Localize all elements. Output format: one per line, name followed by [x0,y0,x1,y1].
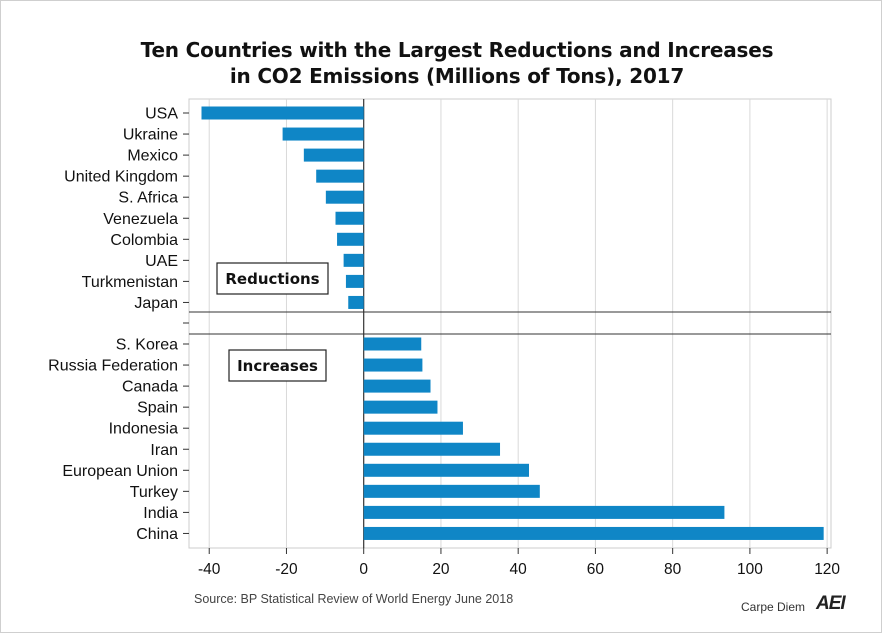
category-label: Ukraine [123,127,178,144]
brand-text: Carpe Diem [741,600,806,614]
x-tick-label: -40 [198,561,221,578]
category-label: Indonesia [109,421,178,438]
category-label: Russia Federation [48,358,178,375]
bar [363,337,422,351]
x-tick-label: 120 [814,561,840,578]
group-label: Increases [237,357,318,375]
bar [363,484,540,498]
bar [363,379,431,393]
x-tick-label: 20 [432,561,450,578]
category-label: Mexico [127,148,178,165]
bar [316,169,364,183]
category-label: European Union [62,463,178,480]
x-tick-label: 40 [510,561,528,578]
category-label: Canada [122,379,178,396]
category-label: Turkmenistan [82,274,178,291]
bar [303,148,364,162]
category-label: Colombia [110,232,178,249]
category-label: Spain [137,400,178,417]
group-label-box [228,349,327,382]
bar [363,526,824,540]
bar [348,295,364,309]
category-label: China [136,526,178,543]
bar [363,463,529,477]
bar [345,274,364,288]
category-label: Japan [134,295,178,312]
x-tick-label: 100 [737,561,763,578]
x-tick-label: 60 [587,561,605,578]
chart-title-line2: in CO2 Emissions (Millions of Tons), 201… [229,64,685,88]
category-label: Venezuela [103,211,178,228]
bar [363,400,438,414]
category-label: India [143,505,178,522]
group-label: Reductions [225,270,319,288]
category-label: S. Korea [116,337,178,354]
bar [363,358,423,372]
source-note: Source: BP Statistical Review of World E… [194,592,514,606]
category-label: Iran [150,442,178,459]
group-label-box [216,262,329,295]
x-tick-label: 0 [359,561,368,578]
bar [337,232,364,246]
x-tick-label: -20 [275,561,298,578]
bar [363,505,725,519]
aei-logo: AEI [816,593,846,614]
category-label: S. Africa [118,190,178,207]
category-label: United Kingdom [64,169,178,186]
bar [343,253,364,267]
category-label: UAE [145,253,178,270]
bar [363,442,501,456]
category-label: USA [145,106,178,123]
category-label: Turkey [130,484,178,501]
bar [325,190,364,204]
bar [335,211,364,225]
chart-title-line1: Ten Countries with the Largest Reduction… [140,38,774,62]
x-tick-label: 80 [664,561,682,578]
plot-area [188,98,832,549]
bar [201,106,364,120]
bar [282,127,364,141]
bar [363,421,463,435]
